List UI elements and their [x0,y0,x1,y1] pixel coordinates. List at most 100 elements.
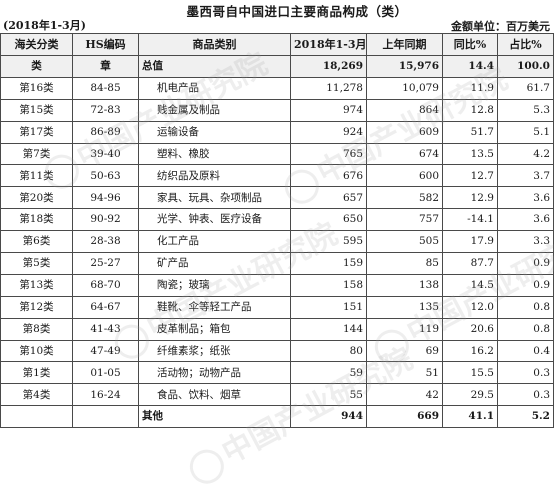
cell-category: 纤维素浆；纸张 [138,339,291,363]
cell-yoy: 12.9 [442,186,498,210]
cell-category: 家具、玩具、杂项制品 [138,186,291,210]
total-cell-category: 其他 [138,405,291,429]
cell-yoy: 13.5 [442,142,498,166]
table-row: 第18类 90-92 光学、钟表、医疗设备 650 757 -14.1 3.6 [0,208,554,232]
cell-yoy: 17.9 [442,230,498,254]
cell-current: 80 [290,339,367,363]
cell-current: 765 [290,142,367,166]
cell-customs-class: 第20类 [0,186,73,210]
table-row: 第8类 41-43 皮革制品；箱包 144 119 20.6 0.8 [0,317,554,341]
cell-yoy: 14.5 [442,273,498,297]
cell-category: 化工产品 [138,230,291,254]
table-row: 第7类 39-40 塑料、橡胶 765 674 13.5 4.2 [0,142,554,166]
cell-hs-code: 28-38 [72,230,139,254]
cell-customs-class: 第8类 [0,317,73,341]
cell-prior: 505 [366,230,443,254]
cell-current: 676 [290,164,367,188]
cell-hs-code: 72-83 [72,98,139,122]
cell-hs-code: 16-24 [72,383,139,407]
cell-current: 595 [290,230,367,254]
subheader-share: 100.0 [497,55,554,78]
cell-prior: 609 [366,120,443,144]
cell-prior: 138 [366,273,443,297]
cell-category: 皮革制品；箱包 [138,317,291,341]
subheader-class: 类 [0,55,73,78]
total-cell-customs-class [0,405,73,429]
cell-category: 陶瓷；玻璃 [138,273,291,297]
subheader-prior: 15,976 [366,55,443,78]
cell-yoy: 12.7 [442,164,498,188]
cell-share: 3.6 [497,208,554,232]
total-cell-hs-code [72,405,139,429]
table-row: 第20类 94-96 家具、玩具、杂项制品 657 582 12.9 3.6 [0,186,554,210]
table-row: 第6类 28-38 化工产品 595 505 17.9 3.3 [0,230,554,254]
cell-customs-class: 第12类 [0,295,73,319]
cell-yoy: 87.7 [442,252,498,275]
cell-yoy: 12.8 [442,98,498,122]
cell-yoy: 16.2 [442,339,498,363]
cell-hs-code: 86-89 [72,120,139,144]
cell-customs-class: 第6类 [0,230,73,254]
cell-hs-code: 64-67 [72,295,139,319]
cell-hs-code: 68-70 [72,273,139,297]
total-cell-current: 944 [290,405,367,429]
cell-prior: 69 [366,339,443,363]
cell-yoy: 20.6 [442,317,498,341]
cell-share: 3.3 [497,230,554,254]
cell-share: 0.9 [497,273,554,297]
cell-hs-code: 25-27 [72,252,139,275]
cell-hs-code: 84-85 [72,76,139,100]
total-cell-share: 5.2 [497,405,554,429]
header-prior-period: 上年同期 [366,33,443,56]
cell-yoy: 29.5 [442,383,498,407]
cell-yoy: 11.9 [442,76,498,100]
cell-category: 贱金属及制品 [138,98,291,122]
cell-hs-code: 47-49 [72,339,139,363]
cell-current: 55 [290,383,367,407]
cell-category: 光学、钟表、医疗设备 [138,208,291,232]
cell-yoy: 15.5 [442,361,498,385]
table-row: 第11类 50-63 纺织品及原料 676 600 12.7 3.7 [0,164,554,188]
header-hs-code: HS编码 [72,33,139,56]
subheader-yoy: 14.4 [442,55,498,78]
table-header-row: 海关分类 HS编码 商品类别 2018年1-3月 上年同期 同比% 占比% [0,33,554,56]
table-row: 第12类 64-67 鞋靴、伞等轻工产品 151 135 12.0 0.8 [0,295,554,319]
cell-share: 3.6 [497,186,554,210]
import-composition-table: 海关分类 HS编码 商品类别 2018年1-3月 上年同期 同比% 占比% 类 … [0,33,554,429]
cell-customs-class: 第11类 [0,164,73,188]
cell-category: 矿产品 [138,252,291,275]
cell-hs-code: 01-05 [72,361,139,385]
cell-current: 159 [290,252,367,275]
cell-share: 5.3 [497,98,554,122]
cell-share: 61.7 [497,76,554,100]
cell-prior: 600 [366,164,443,188]
cell-prior: 864 [366,98,443,122]
cell-hs-code: 50-63 [72,164,139,188]
cell-current: 158 [290,273,367,297]
cell-share: 0.8 [497,295,554,319]
table-row: 第5类 25-27 矿产品 159 85 87.7 0.9 [0,252,554,275]
table-row: 第1类 01-05 活动物；动物产品 59 51 15.5 0.3 [0,361,554,385]
unit-label: 金额单位：百万美元 [451,20,550,33]
cell-share: 3.7 [497,164,554,188]
table-row: 第17类 86-89 运输设备 924 609 51.7 5.1 [0,120,554,144]
cell-customs-class: 第5类 [0,252,73,275]
report-title: 墨西哥自中国进口主要商品构成（类） [186,4,408,19]
cell-category: 食品、饮料、烟草 [138,383,291,407]
table-subheader-row: 类 章 总值 18,269 15,976 14.4 100.0 [0,55,554,78]
cell-customs-class: 第17类 [0,120,73,144]
table-row: 第15类 72-83 贱金属及制品 974 864 12.8 5.3 [0,98,554,122]
cell-hs-code: 90-92 [72,208,139,232]
table-row: 第13类 68-70 陶瓷；玻璃 158 138 14.5 0.9 [0,273,554,297]
cell-prior: 10,079 [366,76,443,100]
header-customs-class: 海关分类 [0,33,73,56]
cell-customs-class: 第16类 [0,76,73,100]
header-category: 商品类别 [138,33,291,56]
subheader-current: 18,269 [290,55,367,78]
cell-hs-code: 41-43 [72,317,139,341]
cell-prior: 51 [366,361,443,385]
cell-share: 0.9 [497,252,554,275]
table-total-row: 其他 944 669 41.1 5.2 [0,405,554,429]
cell-yoy: 51.7 [442,120,498,144]
import-table-container: 海关分类 HS编码 商品类别 2018年1-3月 上年同期 同比% 占比% 类 … [0,33,554,429]
